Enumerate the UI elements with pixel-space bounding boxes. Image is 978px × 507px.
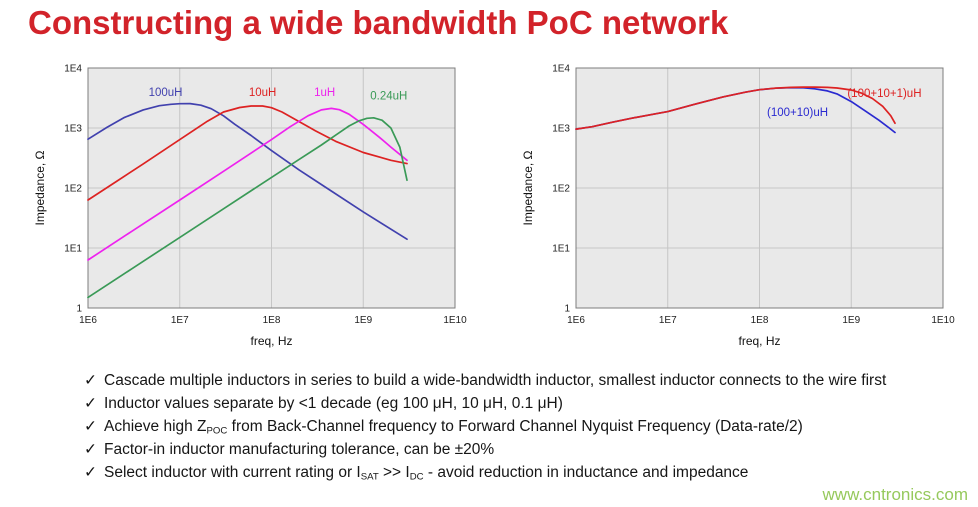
series-label: 100uH: [149, 87, 183, 99]
x-axis-label: freq, Hz: [250, 334, 292, 348]
x-tick-label: 1E9: [842, 315, 860, 326]
series-curve-0.24uH: [87, 116, 408, 299]
y-tick-label: 1: [76, 304, 82, 315]
y-tick-label: 1E3: [552, 124, 570, 135]
right-impedance-chart: 1E6 1E7 1E8 1E9 1E10 1 1E1 1E2 1E3 1E4 (100+10)uH (…: [518, 56, 978, 356]
bullet-text: Inductor values separate by <1 decade (e…: [104, 394, 563, 412]
series-curve-1uH: [87, 107, 408, 261]
bullet-text: Achieve high ZPOC from Back-Channel freq…: [104, 417, 803, 437]
series-label: (100+10+1)uH: [847, 88, 921, 100]
y-tick-label: 1E4: [64, 64, 82, 75]
x-tick-label: 1E7: [171, 315, 189, 326]
x-tick-label: 1E6: [567, 315, 585, 326]
bullet-item: ✓ Cascade multiple inductors in series to…: [84, 372, 964, 390]
x-tick-label: 1E9: [354, 315, 372, 326]
y-tick-label: 1E4: [552, 64, 570, 75]
bullet-text: Select inductor with current rating or I…: [104, 463, 749, 483]
bullet-item: ✓ Inductor values separate by <1 decade (…: [84, 395, 964, 413]
y-tick-label: 1E2: [64, 184, 82, 195]
y-tick-label: 1E2: [552, 184, 570, 195]
bullet-item: ✓ Select inductor with current rating or …: [84, 464, 964, 483]
series-curve-(100+10+1)uH: [575, 86, 896, 130]
check-icon: ✓: [84, 372, 97, 389]
page-title: Constructing a wide bandwidth PoC networ…: [28, 4, 729, 41]
x-tick-label: 1E8: [263, 315, 281, 326]
check-icon: ✓: [84, 417, 97, 435]
y-tick-label: 1: [564, 304, 570, 315]
x-tick-label: 1E10: [443, 315, 467, 326]
series-label: 0.24uH: [370, 90, 407, 102]
chart-canvas: 1E6 1E7 1E8 1E9 1E10 1 1E1 1E2 1E3 1E4 100uH 10uH 1u…: [33, 64, 467, 349]
x-tick-label: 1E10: [931, 315, 955, 326]
bullet-item: ✓ Factor-in inductor manufacturing tolera…: [84, 441, 964, 459]
bullet-text: Factor-in inductor manufacturing toleran…: [104, 441, 495, 459]
plot-border: [87, 67, 456, 309]
series-curve-10uH: [87, 105, 408, 201]
x-tick-label: 1E7: [659, 315, 677, 326]
series-label: 10uH: [249, 87, 277, 99]
y-tick-label: 1E3: [64, 124, 82, 135]
y-axis-label: Impedance, Ω: [521, 150, 535, 225]
x-axis-label: freq, Hz: [738, 334, 780, 348]
check-icon: ✓: [84, 441, 97, 459]
series-label: (100+10)uH: [767, 107, 828, 119]
chart-canvas: 1E6 1E7 1E8 1E9 1E10 1 1E1 1E2 1E3 1E4 (100+10)uH (…: [521, 64, 955, 349]
x-tick-label: 1E6: [79, 315, 97, 326]
y-tick-label: 1E1: [64, 244, 82, 255]
series-curve-100uH: [87, 102, 408, 241]
bullet-text: Cascade multiple inductors in series to …: [104, 372, 887, 389]
plot-border: [575, 67, 944, 309]
bullet-list: ✓ Cascade multiple inductors in series to…: [84, 372, 964, 487]
left-impedance-chart: 1E6 1E7 1E8 1E9 1E10 1 1E1 1E2 1E3 1E4 100uH 10uH 1u…: [30, 56, 490, 356]
y-axis-label: Impedance, Ω: [33, 150, 47, 225]
check-icon: ✓: [84, 463, 97, 481]
y-tick-label: 1E1: [552, 244, 570, 255]
x-tick-label: 1E8: [751, 315, 769, 326]
check-icon: ✓: [84, 394, 97, 412]
series-label: 1uH: [314, 87, 335, 99]
bullet-item: ✓ Achieve high ZPOC from Back-Channel fre…: [84, 418, 964, 437]
watermark: www.cntronics.com: [822, 485, 968, 504]
